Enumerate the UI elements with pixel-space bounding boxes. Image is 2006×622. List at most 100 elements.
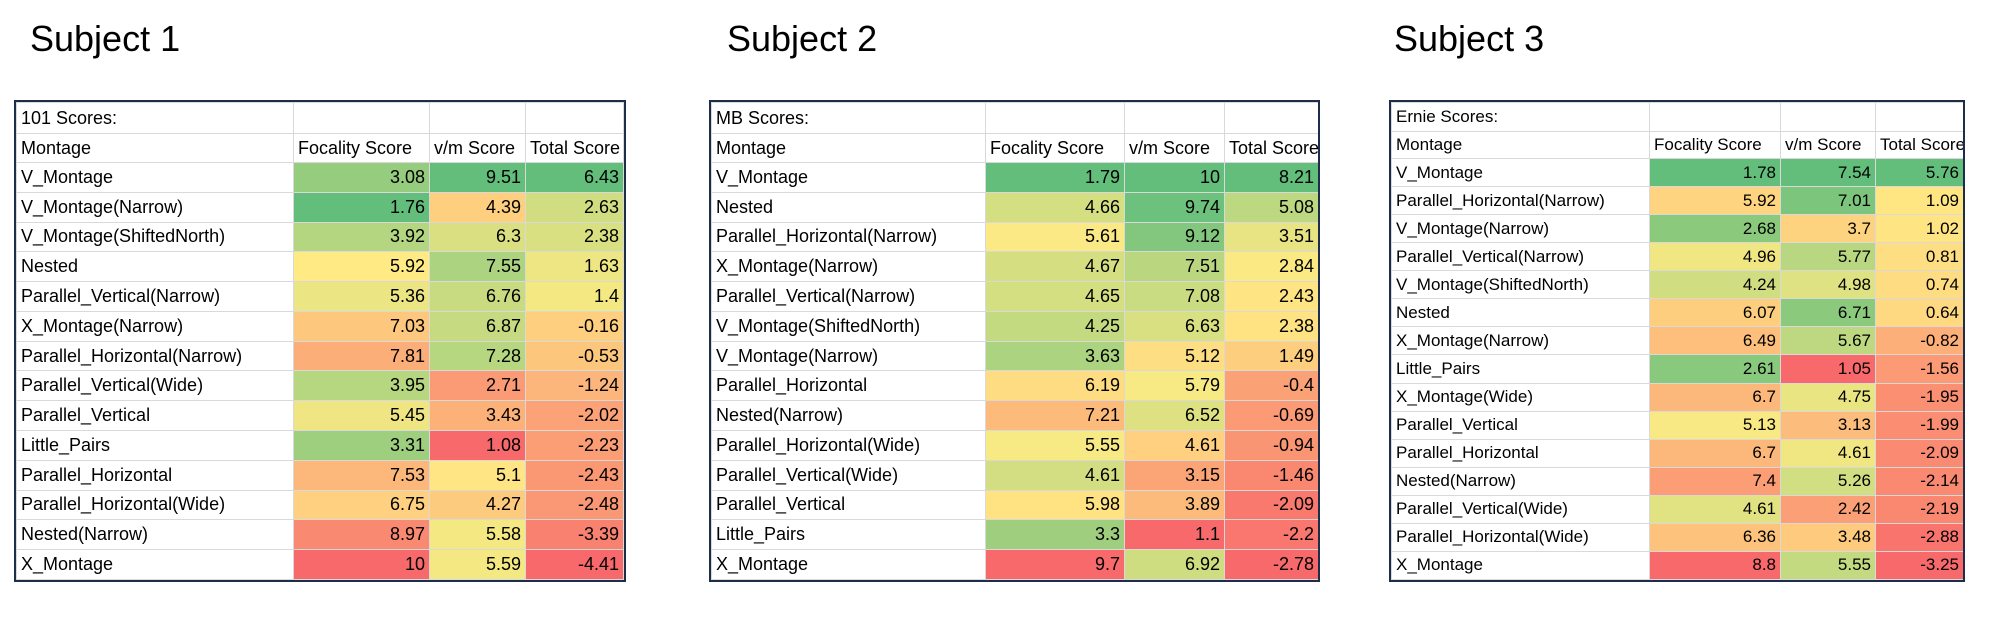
focality-score-cell[interactable]: 5.92	[293, 251, 430, 283]
column-header[interactable]: Montage	[16, 133, 294, 163]
focality-score-cell[interactable]: 5.92	[1649, 186, 1781, 216]
vm-score-cell[interactable]: 10	[1124, 162, 1225, 193]
total-score-cell[interactable]: 2.38	[525, 221, 624, 253]
focality-score-cell[interactable]: 6.36	[1649, 522, 1781, 552]
focality-score-cell[interactable]: 1.79	[985, 162, 1125, 193]
total-score-cell[interactable]: 1.02	[1875, 214, 1963, 244]
total-score-cell[interactable]: -2.23	[525, 430, 624, 461]
vm-score-cell[interactable]: 6.3	[429, 221, 526, 253]
total-score-cell[interactable]: -0.53	[525, 340, 624, 372]
vm-score-cell[interactable]: 4.39	[429, 191, 526, 223]
total-score-cell[interactable]: 5.76	[1875, 157, 1963, 188]
montage-cell[interactable]: Parallel_Vertical(Wide)	[1391, 494, 1650, 524]
focality-score-cell[interactable]: 6.49	[1649, 326, 1781, 356]
total-score-cell[interactable]: -1.24	[525, 370, 624, 402]
vm-score-cell[interactable]: 4.98	[1780, 270, 1876, 300]
vm-score-cell[interactable]: 1.05	[1780, 354, 1876, 384]
montage-cell[interactable]: Parallel_Horizontal(Wide)	[16, 489, 294, 521]
montage-cell[interactable]: Parallel_Vertical	[711, 489, 986, 521]
empty-cell[interactable]	[1124, 102, 1225, 134]
focality-score-cell[interactable]: 2.68	[1649, 214, 1781, 244]
total-score-cell[interactable]: 1.09	[1875, 186, 1963, 216]
total-score-cell[interactable]: -3.39	[525, 519, 624, 551]
montage-cell[interactable]: X_Montage	[16, 549, 294, 580]
total-score-cell[interactable]: 2.43	[1224, 281, 1318, 312]
total-score-cell[interactable]: -1.46	[1224, 459, 1318, 491]
focality-score-cell[interactable]: 9.7	[985, 549, 1125, 580]
total-score-cell[interactable]: 1.49	[1224, 340, 1318, 372]
vm-score-cell[interactable]: 6.87	[429, 310, 526, 342]
vm-score-cell[interactable]: 3.43	[429, 400, 526, 432]
focality-score-cell[interactable]: 7.4	[1649, 466, 1781, 496]
total-score-cell[interactable]: 2.63	[525, 191, 624, 223]
montage-cell[interactable]: V_Montage(Narrow)	[16, 191, 294, 223]
empty-cell[interactable]	[1649, 102, 1781, 132]
montage-cell[interactable]: X_Montage	[1391, 550, 1650, 580]
montage-cell[interactable]: Little_Pairs	[1391, 354, 1650, 384]
focality-score-cell[interactable]: 3.31	[293, 430, 430, 461]
total-score-cell[interactable]: 2.84	[1224, 251, 1318, 283]
focality-score-cell[interactable]: 7.03	[293, 310, 430, 342]
montage-cell[interactable]: V_Montage	[711, 162, 986, 193]
vm-score-cell[interactable]: 4.61	[1780, 438, 1876, 468]
montage-cell[interactable]: Parallel_Vertical	[1391, 410, 1650, 440]
vm-score-cell[interactable]: 6.52	[1124, 400, 1225, 432]
focality-score-cell[interactable]: 3.92	[293, 221, 430, 253]
total-score-cell[interactable]: -2.19	[1875, 494, 1963, 524]
vm-score-cell[interactable]: 6.92	[1124, 549, 1225, 580]
montage-cell[interactable]: Parallel_Horizontal(Narrow)	[1391, 186, 1650, 216]
focality-score-cell[interactable]: 4.61	[1649, 494, 1781, 524]
vm-score-cell[interactable]: 1.08	[429, 430, 526, 461]
montage-cell[interactable]: Parallel_Vertical(Narrow)	[711, 281, 986, 312]
total-score-cell[interactable]: -1.99	[1875, 410, 1963, 440]
total-score-cell[interactable]: -2.09	[1224, 489, 1318, 521]
vm-score-cell[interactable]: 3.15	[1124, 459, 1225, 491]
focality-score-cell[interactable]: 1.78	[1649, 157, 1781, 188]
vm-score-cell[interactable]: 5.77	[1780, 242, 1876, 272]
montage-cell[interactable]: Little_Pairs	[711, 519, 986, 551]
montage-cell[interactable]: Nested(Narrow)	[1391, 466, 1650, 496]
montage-cell[interactable]: Nested	[711, 191, 986, 223]
total-score-cell[interactable]: 0.74	[1875, 270, 1963, 300]
montage-cell[interactable]: Nested(Narrow)	[711, 400, 986, 432]
total-score-cell[interactable]: 2.38	[1224, 310, 1318, 342]
total-score-cell[interactable]: -4.41	[525, 549, 624, 580]
empty-cell[interactable]	[1224, 102, 1318, 134]
montage-cell[interactable]: Parallel_Horizontal(Wide)	[1391, 522, 1650, 552]
column-header[interactable]: Montage	[1391, 131, 1650, 159]
total-score-cell[interactable]: -1.95	[1875, 382, 1963, 412]
focality-score-cell[interactable]: 3.08	[293, 162, 430, 193]
column-header[interactable]: Total Score	[1875, 131, 1963, 159]
total-score-cell[interactable]: -2.2	[1224, 519, 1318, 551]
column-header[interactable]: v/m Score	[1124, 133, 1225, 163]
focality-score-cell[interactable]: 1.76	[293, 191, 430, 223]
sheet-label[interactable]: MB Scores:	[711, 102, 986, 134]
montage-cell[interactable]: Nested	[1391, 298, 1650, 328]
vm-score-cell[interactable]: 7.51	[1124, 251, 1225, 283]
vm-score-cell[interactable]: 4.61	[1124, 430, 1225, 461]
column-header[interactable]: Total Score	[525, 133, 624, 163]
vm-score-cell[interactable]: 6.71	[1780, 298, 1876, 328]
total-score-cell[interactable]: -0.16	[525, 310, 624, 342]
focality-score-cell[interactable]: 7.21	[985, 400, 1125, 432]
focality-score-cell[interactable]: 6.7	[1649, 438, 1781, 468]
montage-cell[interactable]: Nested(Narrow)	[16, 519, 294, 551]
focality-score-cell[interactable]: 4.96	[1649, 242, 1781, 272]
vm-score-cell[interactable]: 4.27	[429, 489, 526, 521]
vm-score-cell[interactable]: 5.12	[1124, 340, 1225, 372]
vm-score-cell[interactable]: 7.28	[429, 340, 526, 372]
montage-cell[interactable]: Parallel_Horizontal(Narrow)	[16, 340, 294, 372]
total-score-cell[interactable]: 1.4	[525, 281, 624, 312]
column-header[interactable]: Focality Score	[985, 133, 1125, 163]
vm-score-cell[interactable]: 3.13	[1780, 410, 1876, 440]
montage-cell[interactable]: Parallel_Horizontal	[711, 370, 986, 402]
column-header[interactable]: Total Score	[1224, 133, 1318, 163]
montage-cell[interactable]: X_Montage(Wide)	[1391, 382, 1650, 412]
vm-score-cell[interactable]: 2.71	[429, 370, 526, 402]
montage-cell[interactable]: Nested	[16, 251, 294, 283]
column-header[interactable]: v/m Score	[1780, 131, 1876, 159]
total-score-cell[interactable]: 6.43	[525, 162, 624, 193]
focality-score-cell[interactable]: 5.13	[1649, 410, 1781, 440]
focality-score-cell[interactable]: 3.63	[985, 340, 1125, 372]
focality-score-cell[interactable]: 3.95	[293, 370, 430, 402]
